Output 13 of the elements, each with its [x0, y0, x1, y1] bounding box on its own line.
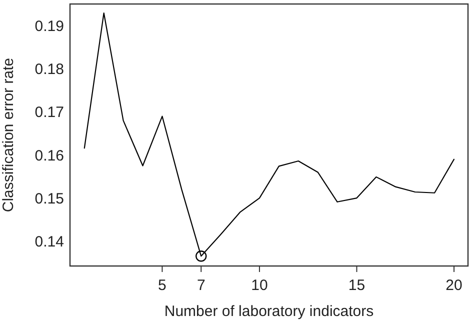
x-tick-label: 20: [446, 277, 462, 294]
y-tick-label: 0.15: [34, 190, 64, 208]
y-tick-label: 0.16: [34, 147, 64, 164]
x-tick-label: 7: [196, 277, 206, 294]
x-axis-title: Number of laboratory indicators: [164, 303, 374, 320]
x-tick-label: 10: [251, 277, 268, 294]
y-axis-title: Classification error rate: [0, 58, 17, 212]
x-tick-label: 15: [348, 277, 366, 294]
y-tick-label: 0.19: [34, 18, 64, 36]
y-tick-label: 0.17: [34, 104, 64, 122]
y-tick-label: 0.18: [34, 61, 64, 78]
y-tick-label: 0.14: [34, 233, 64, 250]
x-tick-label: 5: [158, 277, 166, 294]
